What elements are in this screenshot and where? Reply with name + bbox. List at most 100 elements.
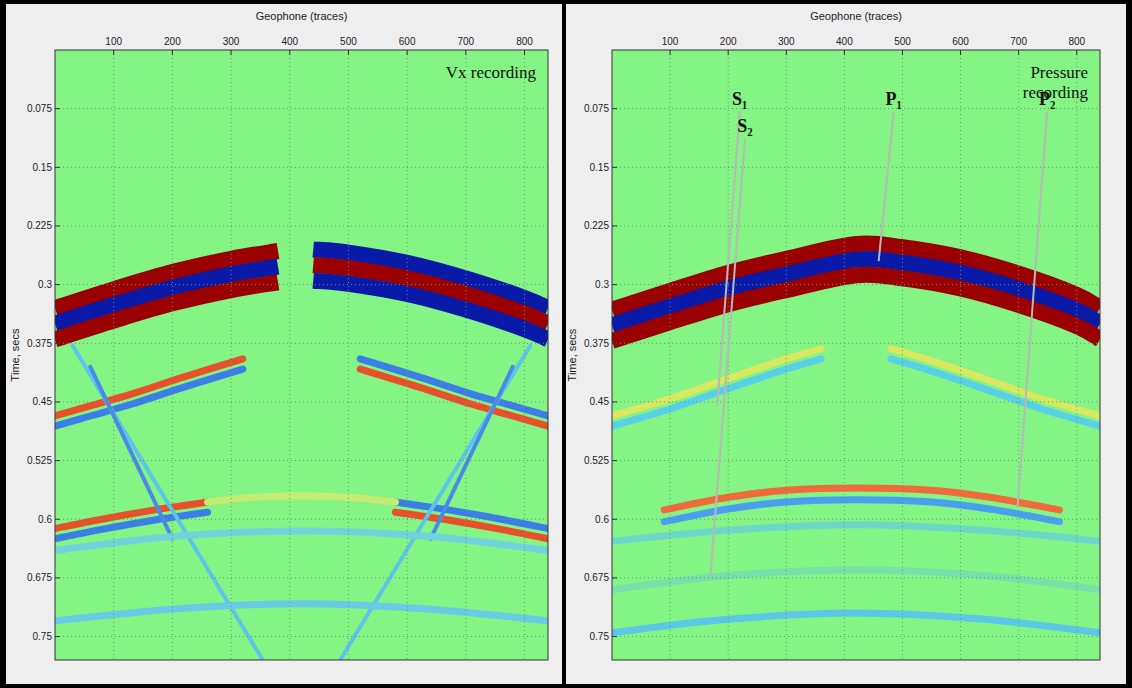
seismic-event	[891, 349, 1100, 416]
figure: 100 200 300 400 500 600 700 800 0.075 0.15 0.225 0.…	[0, 0, 1132, 688]
grid-line	[289, 50, 290, 660]
plot-frame	[612, 50, 1100, 660]
tick-label: 0.45	[33, 396, 53, 407]
tick-mark	[524, 50, 525, 55]
tick-mark	[231, 50, 232, 55]
tick-mark	[55, 167, 60, 168]
seismic-event	[208, 496, 396, 502]
tick-label: 0.075	[27, 103, 52, 114]
tick-label: 200	[164, 36, 181, 47]
panel-background	[6, 4, 562, 684]
tick-mark	[612, 108, 617, 109]
tick-mark	[55, 577, 60, 578]
leader-line	[879, 112, 894, 261]
tick-label: 0.15	[590, 162, 610, 173]
tick-mark	[612, 343, 617, 344]
tick-mark	[960, 50, 961, 55]
grid-line	[55, 167, 548, 168]
tick-mark	[612, 460, 617, 461]
seismic-event	[360, 369, 548, 426]
tick-label: 400	[281, 36, 298, 47]
grid-line	[465, 50, 466, 660]
tick-label: 800	[1068, 36, 1085, 47]
grid-line	[902, 50, 903, 660]
tick-label: 600	[399, 36, 416, 47]
tick-label: 800	[516, 36, 533, 47]
axis-title: Time, secs	[9, 328, 21, 381]
tick-label: 700	[1010, 36, 1027, 47]
tick-label: 0.75	[33, 631, 53, 642]
grid-line	[348, 50, 349, 660]
grid-line	[612, 284, 1100, 285]
grid-line	[786, 50, 787, 660]
grid-line	[612, 460, 1100, 461]
tick-label: 0.6	[595, 514, 609, 525]
grid-line	[612, 225, 1100, 226]
tick-mark	[407, 50, 408, 55]
tick-label: 100	[662, 36, 679, 47]
grid-line	[612, 167, 1100, 168]
tick-mark	[902, 50, 903, 55]
grid-line	[1076, 50, 1077, 660]
tick-label: 100	[105, 36, 122, 47]
grid-line	[55, 401, 548, 402]
axis-title: Geophone (traces)	[256, 10, 348, 22]
tick-mark	[612, 284, 617, 285]
plot-background	[612, 50, 1100, 660]
tick-mark	[612, 401, 617, 402]
tick-mark	[172, 50, 173, 55]
grid-line	[55, 519, 548, 520]
seismic-event	[612, 525, 1100, 541]
tick-label: 700	[457, 36, 474, 47]
seismic-event	[664, 500, 1059, 522]
seismic-event	[612, 349, 821, 416]
seismic-event	[55, 282, 278, 339]
tick-label: 0.75	[590, 631, 610, 642]
grid-line	[55, 636, 548, 637]
tick-label: 300	[223, 36, 240, 47]
tick-mark	[612, 225, 617, 226]
panel-background	[566, 4, 1126, 684]
tick-mark	[55, 401, 60, 402]
grid-line	[55, 460, 548, 461]
tick-mark	[1076, 50, 1077, 55]
tick-label: 0.45	[590, 396, 610, 407]
tick-label: 0.675	[27, 572, 52, 583]
seismic-event	[612, 359, 821, 426]
grid-line	[55, 108, 548, 109]
tick-label: 0.15	[33, 162, 53, 173]
tick-label: 0.675	[584, 572, 609, 583]
tick-mark	[55, 460, 60, 461]
tick-mark	[55, 636, 60, 637]
tick-mark	[55, 519, 60, 520]
annotation-label: P₁	[886, 89, 902, 109]
tick-mark	[670, 50, 671, 55]
tick-label: 300	[778, 36, 795, 47]
tick-mark	[55, 343, 60, 344]
tick-mark	[289, 50, 290, 55]
grid-line	[612, 343, 1100, 344]
tick-mark	[465, 50, 466, 55]
tick-mark	[612, 636, 617, 637]
tick-label: 0.225	[584, 220, 609, 231]
grid-line	[612, 108, 1100, 109]
tick-label: 0.075	[584, 103, 609, 114]
tick-label: 500	[340, 36, 357, 47]
seismic-event	[431, 367, 513, 539]
plot-frame	[55, 50, 548, 660]
tick-mark	[786, 50, 787, 55]
tick-label: 0.375	[27, 338, 52, 349]
axis-title: Geophone (traces)	[810, 10, 902, 22]
tick-label: 0.375	[584, 338, 609, 349]
frame-background	[0, 0, 1132, 688]
axis-title: Time, secs	[566, 328, 578, 381]
tick-label: 200	[720, 36, 737, 47]
grid-line	[231, 50, 232, 660]
grid-line	[407, 50, 408, 660]
tick-mark	[612, 519, 617, 520]
tick-label: 0.525	[27, 455, 52, 466]
tick-mark	[612, 577, 617, 578]
annotation-label: S₁	[732, 89, 747, 109]
seismic-event	[612, 570, 1100, 590]
seismic-event	[55, 604, 548, 621]
